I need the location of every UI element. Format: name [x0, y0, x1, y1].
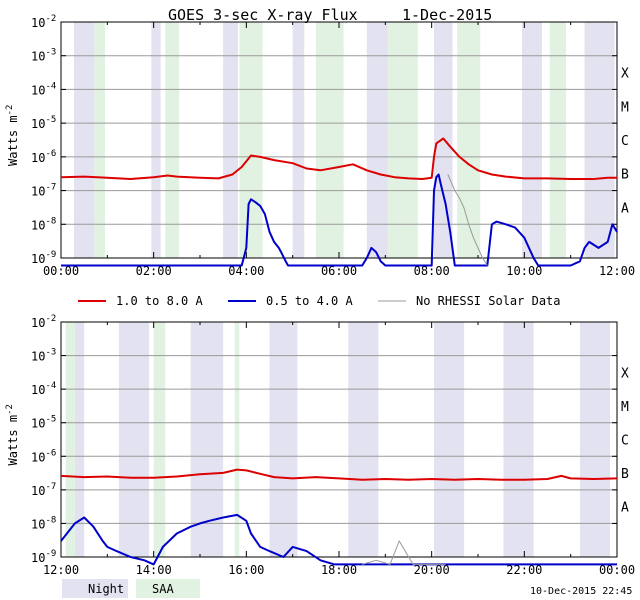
saa-band [234, 322, 240, 557]
series-long-wavelength [60, 137, 617, 180]
x-tick-label: 04:00 [228, 264, 264, 278]
night-band [433, 22, 453, 258]
night-band [522, 22, 542, 258]
y-tick-label: 10-6 [31, 448, 56, 464]
series-short-wavelength [60, 513, 617, 566]
y-tick-label: 10-5 [31, 115, 56, 131]
flare-class-label: C [621, 134, 629, 149]
chart-title: GOES 3-sec X-ray Flux 1-Dec-2015 [168, 6, 492, 24]
saa-band [457, 22, 481, 258]
x-tick-label: 08:00 [414, 264, 450, 278]
y-tick-label: 10-4 [31, 381, 56, 397]
night-band [74, 322, 85, 557]
series-no-rhessi [447, 174, 488, 266]
panel-am: 10-9 10-8 10-7 10-6 10-5 10-4 10-3 10-2 Watts m-… [5, 14, 635, 278]
x-tick-label: 10:00 [506, 264, 542, 278]
y-tick-label: 10-8 [31, 216, 56, 232]
y-tick-label: 10-9 [31, 250, 56, 266]
night-band [292, 22, 305, 258]
y-tick-label: 10-5 [31, 415, 56, 431]
saa-band [65, 322, 75, 557]
series-legend: 1.0 to 8.0 A 0.5 to 4.0 A No RHESSI Sola… [78, 294, 561, 308]
legend-swatch-saa [136, 579, 200, 598]
night-band [223, 22, 238, 258]
x-tick-label: 20:00 [414, 563, 450, 577]
y-tick-label: 10-2 [31, 14, 56, 30]
saa-band [315, 22, 344, 258]
series-short-wavelength [61, 173, 618, 267]
saa-band [387, 22, 418, 258]
flare-class-label: X [621, 67, 629, 82]
saa-band [549, 22, 567, 258]
flare-class-label: A [621, 201, 629, 216]
saa-band [94, 22, 106, 258]
x-tick-label: 12:00 [599, 264, 635, 278]
y-tick-label: 10-2 [31, 314, 56, 330]
legend-label-long: 1.0 to 8.0 A [116, 294, 203, 308]
x-tick-label: 06:00 [321, 264, 357, 278]
x-tick-label: 16:00 [228, 563, 264, 577]
night-band [584, 22, 615, 258]
saa-band [239, 22, 263, 258]
saa-band [165, 22, 180, 258]
y-tick-label: 10-3 [31, 348, 56, 364]
saa-band [153, 322, 166, 557]
region-legend: Night SAA [62, 579, 200, 598]
night-band [118, 322, 150, 557]
night-band [366, 22, 388, 258]
x-tick-label: 14:00 [136, 563, 172, 577]
night-band [151, 22, 161, 258]
series-long-wavelength [60, 468, 618, 481]
x-tick-label: 00:00 [43, 264, 79, 278]
legend-label-night: Night [88, 582, 124, 596]
flare-class-label: M [621, 100, 629, 115]
night-band [579, 322, 611, 557]
legend-label-short: 0.5 to 4.0 A [266, 294, 353, 308]
y-tick-label: 10-3 [31, 48, 56, 64]
x-tick-label: 02:00 [136, 264, 172, 278]
x-tick-label: 18:00 [321, 563, 357, 577]
flare-class-label: X [621, 366, 629, 381]
night-band [73, 22, 95, 258]
flare-class-label: A [621, 501, 629, 516]
night-band [269, 322, 298, 557]
night-band [433, 322, 465, 557]
x-tick-label: 22:00 [506, 563, 542, 577]
x-tick-label: 12:00 [43, 563, 79, 577]
night-band [348, 322, 379, 557]
flare-class-label: M [621, 400, 629, 415]
y-axis-label: Watts m-2 [5, 105, 20, 166]
y-tick-label: 10-7 [31, 183, 56, 199]
chart-date: 1-Dec-2015 [402, 6, 492, 24]
y-tick-label: 10-4 [31, 81, 56, 97]
flare-class-label: B [621, 467, 629, 482]
x-tick-label: 00:00 [599, 563, 635, 577]
generated-timestamp: 10-Dec-2015 22:45 [530, 586, 632, 597]
y-axis-label: Watts m-2 [5, 404, 20, 465]
y-tick-label: 10-8 [31, 515, 56, 531]
panel-pm: 10-9 10-8 10-7 10-6 10-5 10-4 10-3 10-2 Watts m-… [5, 314, 635, 577]
night-band [503, 322, 534, 557]
flare-class-label: C [621, 434, 629, 449]
series-no-rhessi [362, 540, 446, 565]
y-tick-label: 10-6 [31, 149, 56, 165]
y-tick-label: 10-7 [31, 482, 56, 498]
legend-label-saa: SAA [152, 582, 174, 596]
y-tick-label: 10-9 [31, 549, 56, 565]
legend-swatch-night [62, 579, 128, 598]
chart-title-text: GOES 3-sec X-ray Flux [168, 6, 358, 24]
flare-class-label: B [621, 168, 629, 183]
legend-label-norhessi: No RHESSI Solar Data [416, 294, 561, 308]
